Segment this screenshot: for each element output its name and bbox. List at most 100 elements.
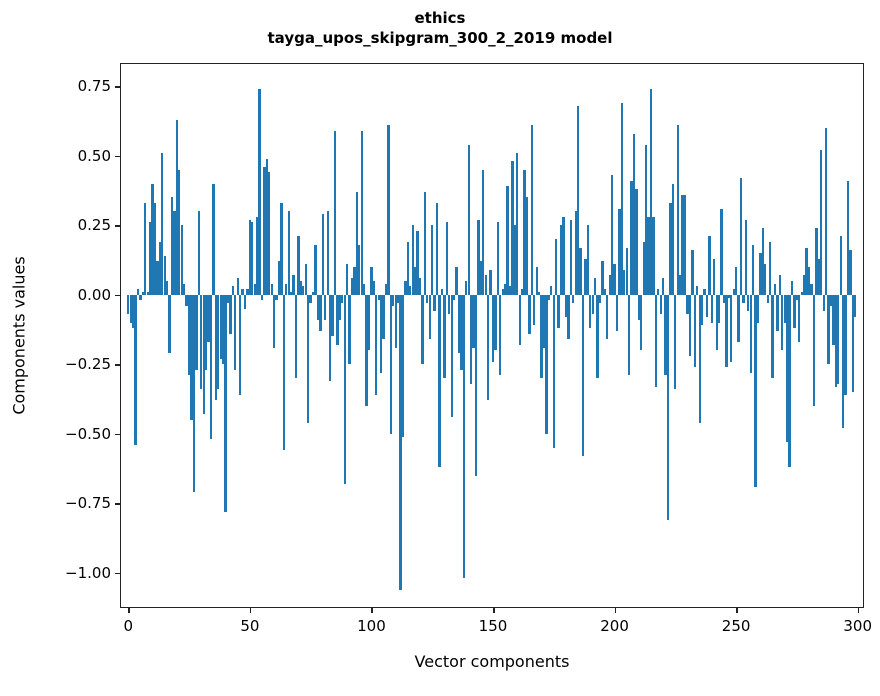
bar xyxy=(151,183,154,295)
bar xyxy=(601,261,604,295)
bar xyxy=(465,280,468,295)
bar xyxy=(433,294,436,312)
bar xyxy=(431,225,434,295)
bar xyxy=(501,289,504,295)
bar xyxy=(664,294,667,376)
bar xyxy=(282,294,286,451)
bar xyxy=(326,211,329,295)
bar xyxy=(355,191,358,295)
bar xyxy=(800,292,803,295)
bar xyxy=(273,294,276,348)
bar xyxy=(297,236,300,295)
bar xyxy=(581,294,585,457)
bar xyxy=(591,294,594,315)
bar xyxy=(807,266,811,295)
bar xyxy=(499,294,502,376)
bar xyxy=(336,294,339,345)
y-tick-mark xyxy=(115,155,121,158)
bar xyxy=(540,294,543,379)
bar xyxy=(418,278,422,295)
bar xyxy=(399,294,402,590)
bar xyxy=(528,294,531,334)
bar xyxy=(841,294,845,429)
bar xyxy=(542,294,546,348)
bar xyxy=(628,294,631,376)
chart-title: ethics tayga_upos_skipgram_300_2_2019 mo… xyxy=(0,8,880,48)
bar xyxy=(725,294,728,368)
bar xyxy=(598,294,602,304)
bar xyxy=(445,222,448,295)
x-tick-label: 50 xyxy=(240,617,260,635)
bar xyxy=(642,241,645,295)
bar xyxy=(603,289,606,295)
bar xyxy=(144,203,147,295)
bar xyxy=(781,294,784,351)
bar xyxy=(382,294,385,340)
bar xyxy=(141,292,145,295)
bar xyxy=(212,183,215,295)
bar xyxy=(324,294,327,320)
x-tick-mark xyxy=(493,607,495,613)
bar xyxy=(292,275,295,295)
bar xyxy=(666,294,670,520)
bar xyxy=(696,286,699,295)
bar xyxy=(331,294,334,337)
bar xyxy=(387,125,390,295)
bar xyxy=(593,278,597,295)
bar xyxy=(241,289,244,295)
bar xyxy=(727,294,730,298)
bar xyxy=(523,169,526,295)
bar xyxy=(771,294,774,379)
bar xyxy=(443,294,446,379)
bar xyxy=(846,180,850,295)
bar xyxy=(516,152,519,295)
bar xyxy=(477,219,480,295)
bar xyxy=(574,211,577,295)
bar xyxy=(200,294,203,390)
bar xyxy=(623,269,626,295)
bar xyxy=(674,294,677,390)
bar xyxy=(338,294,341,320)
bar xyxy=(238,294,242,395)
bar xyxy=(608,275,611,295)
x-tick-mark xyxy=(736,607,738,613)
bar xyxy=(314,244,317,295)
bar xyxy=(572,294,575,304)
bar xyxy=(504,283,507,295)
bar xyxy=(521,289,524,295)
y-axis-label-text: Components values xyxy=(9,256,29,415)
bar xyxy=(749,294,752,373)
bar xyxy=(506,186,509,295)
bar xyxy=(494,294,497,351)
bar xyxy=(180,225,183,295)
bar xyxy=(263,166,266,295)
bar xyxy=(316,294,320,320)
chart-title-line-2: tayga_upos_skipgram_300_2_2019 model xyxy=(267,29,613,47)
bar xyxy=(280,203,283,295)
bar xyxy=(204,294,208,370)
bar xyxy=(739,178,743,295)
x-tick-label: 100 xyxy=(357,617,386,635)
bar xyxy=(508,286,512,295)
plot-axes: 0.75 0.50 0.25 0.00 −0.25 −0.50 −0.75 −1.00 0 50… xyxy=(65,63,872,635)
bar xyxy=(766,294,769,304)
bar xyxy=(586,225,589,295)
y-tick-mark xyxy=(115,294,121,297)
x-tick-label: 300 xyxy=(843,617,873,635)
bar xyxy=(253,283,256,295)
bar xyxy=(243,294,247,309)
bar xyxy=(173,211,176,295)
bar xyxy=(455,266,458,295)
bar xyxy=(752,244,755,295)
bar xyxy=(625,247,628,295)
y-tick-label: 0.25 xyxy=(77,216,111,235)
bar xyxy=(737,294,740,343)
bar xyxy=(596,294,599,379)
bar xyxy=(647,216,650,295)
bar xyxy=(829,294,833,306)
bar xyxy=(761,228,765,295)
bar xyxy=(489,269,492,295)
bar xyxy=(302,286,305,295)
bar xyxy=(790,280,794,295)
